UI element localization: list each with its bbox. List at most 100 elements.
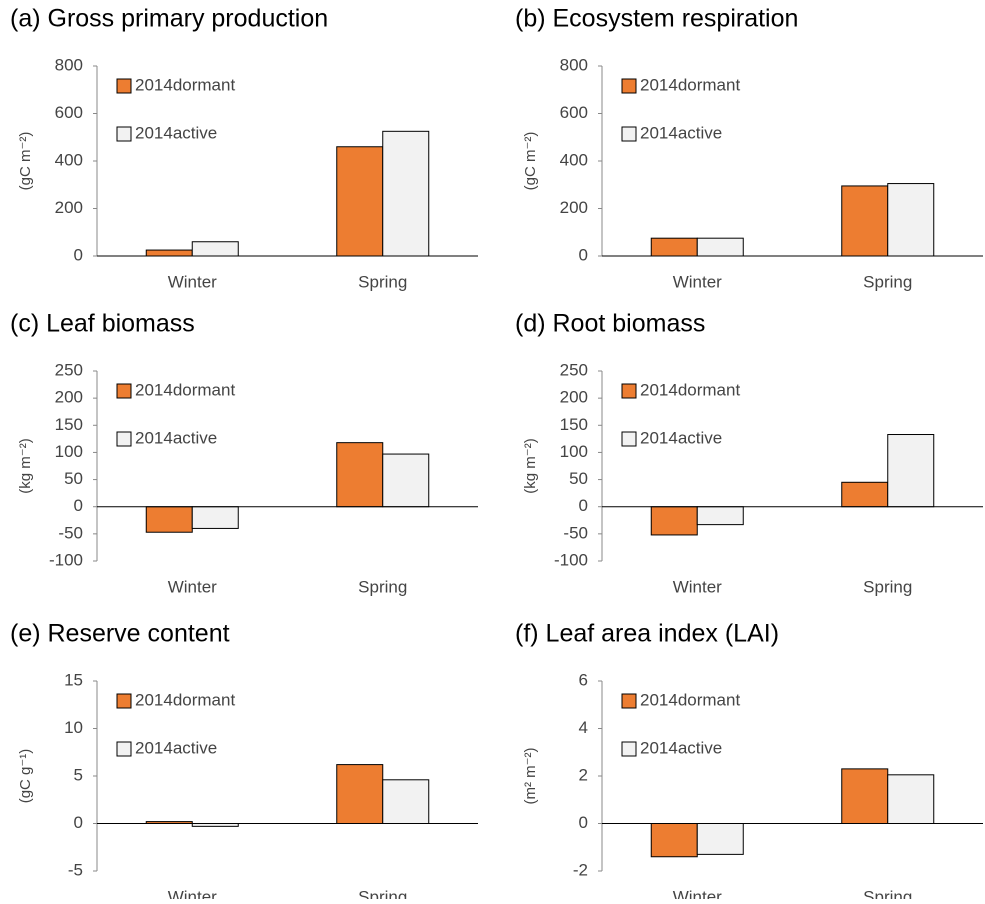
y-tick-label: 0 xyxy=(74,496,83,515)
bar xyxy=(336,764,384,824)
legend-label: 2014dormant xyxy=(640,690,740,709)
y-axis-label: (m² m⁻²) xyxy=(522,747,539,804)
y-tick-label: -50 xyxy=(58,523,83,542)
x-tick-label: Winter xyxy=(673,887,722,899)
bar xyxy=(841,768,889,824)
bar xyxy=(887,434,935,508)
bar xyxy=(650,823,698,858)
y-axis-label: (kg m⁻²) xyxy=(522,438,539,493)
y-tick-label: 50 xyxy=(64,469,83,488)
legend-swatch xyxy=(116,431,132,447)
legend-label: 2014dormant xyxy=(135,75,235,94)
y-tick-label: 200 xyxy=(560,388,588,407)
y-tick-label: 10 xyxy=(64,718,83,737)
legend-swatch xyxy=(116,78,132,94)
legend-swatch xyxy=(621,741,637,757)
panel-title: (b) Ecosystem respiration xyxy=(515,5,798,33)
y-tick-label: 0 xyxy=(74,813,83,832)
panel-title: (e) Reserve content xyxy=(10,620,230,648)
bar xyxy=(145,249,193,257)
y-tick-label: 2 xyxy=(579,765,588,784)
y-tick-label: 0 xyxy=(579,496,588,515)
bar xyxy=(382,453,430,508)
bar xyxy=(191,241,239,257)
y-tick-label: -100 xyxy=(49,550,83,569)
y-tick-label: 600 xyxy=(560,103,588,122)
bar xyxy=(650,506,698,536)
y-tick-label: 200 xyxy=(55,388,83,407)
panel-title: (d) Root biomass xyxy=(515,310,705,338)
y-tick-label: 200 xyxy=(55,198,83,217)
legend-label: 2014active xyxy=(135,738,217,757)
bar xyxy=(145,506,193,533)
panel-title: (a) Gross primary production xyxy=(10,5,328,33)
x-tick-label: Winter xyxy=(673,272,722,291)
bar xyxy=(336,146,384,257)
y-tick-label: 0 xyxy=(579,813,588,832)
y-tick-label: -2 xyxy=(573,860,588,879)
legend-swatch xyxy=(621,126,637,142)
legend-swatch xyxy=(621,431,637,447)
y-axis-label: (gC g⁻¹) xyxy=(17,749,34,804)
legend-label: 2014active xyxy=(640,428,722,447)
bar xyxy=(336,442,384,508)
y-tick-label: 600 xyxy=(55,103,83,122)
legend-label: 2014active xyxy=(640,123,722,142)
x-tick-label: Spring xyxy=(863,272,912,291)
y-tick-label: 100 xyxy=(55,442,83,461)
x-tick-label: Winter xyxy=(168,887,217,899)
y-tick-label: 150 xyxy=(560,415,588,434)
panel-title: (f) Leaf area index (LAI) xyxy=(515,620,779,648)
x-tick-label: Spring xyxy=(863,887,912,899)
x-tick-label: Spring xyxy=(863,577,912,596)
y-tick-label: 400 xyxy=(560,150,588,169)
y-axis-label: (gC m⁻²) xyxy=(522,132,539,191)
y-tick-label: 200 xyxy=(560,198,588,217)
bar xyxy=(841,481,889,508)
bar xyxy=(696,506,744,526)
bar xyxy=(841,185,889,257)
y-tick-label: 800 xyxy=(55,55,83,74)
x-tick-label: Spring xyxy=(358,577,407,596)
x-tick-label: Winter xyxy=(168,577,217,596)
bar xyxy=(887,183,935,257)
bar xyxy=(650,237,698,257)
legend-swatch xyxy=(116,126,132,142)
legend-label: 2014active xyxy=(135,428,217,447)
bar xyxy=(382,779,430,824)
x-tick-label: Spring xyxy=(358,887,407,899)
y-axis-label: (gC m⁻²) xyxy=(17,132,34,191)
x-tick-label: Spring xyxy=(358,272,407,291)
y-tick-label: 0 xyxy=(579,245,588,264)
y-tick-label: 15 xyxy=(64,670,83,689)
y-tick-label: 250 xyxy=(560,360,588,379)
legend-label: 2014dormant xyxy=(640,75,740,94)
y-tick-label: 400 xyxy=(55,150,83,169)
y-tick-label: 50 xyxy=(569,469,588,488)
y-tick-label: 250 xyxy=(55,360,83,379)
legend-label: 2014dormant xyxy=(640,380,740,399)
y-tick-label: 5 xyxy=(74,765,83,784)
y-axis-label: (kg m⁻²) xyxy=(17,438,34,493)
y-tick-label: 0 xyxy=(74,245,83,264)
legend-label: 2014active xyxy=(135,123,217,142)
legend-label: 2014dormant xyxy=(135,380,235,399)
bar xyxy=(696,823,744,855)
bar xyxy=(382,130,430,257)
y-tick-label: 800 xyxy=(560,55,588,74)
x-tick-label: Winter xyxy=(673,577,722,596)
legend-label: 2014active xyxy=(640,738,722,757)
legend-swatch xyxy=(621,78,637,94)
legend-label: 2014dormant xyxy=(135,690,235,709)
y-tick-label: 4 xyxy=(579,718,588,737)
bar xyxy=(696,237,744,257)
legend-swatch xyxy=(621,693,637,709)
y-tick-label: 100 xyxy=(560,442,588,461)
bar xyxy=(191,506,239,529)
y-tick-label: -100 xyxy=(554,550,588,569)
legend-swatch xyxy=(116,741,132,757)
bar xyxy=(887,774,935,824)
x-tick-label: Winter xyxy=(168,272,217,291)
legend-swatch xyxy=(621,383,637,399)
